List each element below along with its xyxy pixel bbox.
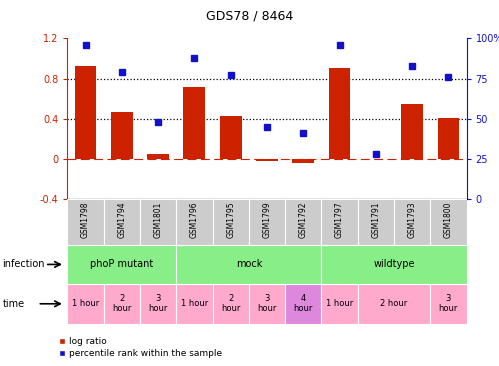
Bar bbox=[358, 284, 430, 324]
Bar bbox=[184, 87, 205, 159]
Legend: log ratio, percentile rank within the sample: log ratio, percentile rank within the sa… bbox=[54, 333, 226, 362]
Bar bbox=[67, 199, 104, 245]
Text: GSM1798: GSM1798 bbox=[81, 202, 90, 238]
Text: 2
hour: 2 hour bbox=[221, 294, 241, 314]
Bar bbox=[147, 154, 169, 159]
Bar bbox=[140, 199, 176, 245]
Bar bbox=[249, 199, 285, 245]
Bar bbox=[358, 199, 394, 245]
Bar bbox=[176, 245, 321, 284]
Text: 3
hour: 3 hour bbox=[257, 294, 276, 314]
Text: 2 hour: 2 hour bbox=[380, 299, 408, 308]
Bar bbox=[104, 284, 140, 324]
Text: 1 hour: 1 hour bbox=[181, 299, 208, 308]
Bar bbox=[430, 199, 467, 245]
Text: GSM1792: GSM1792 bbox=[299, 202, 308, 238]
Bar bbox=[401, 104, 423, 159]
Bar bbox=[321, 284, 358, 324]
Bar bbox=[329, 68, 350, 159]
Text: mock: mock bbox=[236, 259, 262, 269]
Bar bbox=[176, 199, 213, 245]
Text: GSM1791: GSM1791 bbox=[371, 202, 380, 238]
Bar bbox=[176, 284, 213, 324]
Text: GSM1794: GSM1794 bbox=[117, 202, 126, 238]
Bar bbox=[67, 284, 104, 324]
Bar bbox=[394, 199, 430, 245]
Bar bbox=[438, 118, 459, 159]
Bar bbox=[213, 199, 249, 245]
Bar bbox=[285, 199, 321, 245]
Bar bbox=[249, 284, 285, 324]
Text: GSM1796: GSM1796 bbox=[190, 202, 199, 238]
Text: 1 hour: 1 hour bbox=[72, 299, 99, 308]
Text: GSM1795: GSM1795 bbox=[226, 202, 235, 238]
Text: GSM1799: GSM1799 bbox=[262, 202, 271, 238]
Text: GSM1797: GSM1797 bbox=[335, 202, 344, 238]
Bar bbox=[140, 284, 176, 324]
Bar bbox=[321, 245, 467, 284]
Text: phoP mutant: phoP mutant bbox=[90, 259, 153, 269]
Text: GSM1793: GSM1793 bbox=[408, 202, 417, 238]
Text: wildtype: wildtype bbox=[373, 259, 415, 269]
Bar bbox=[430, 284, 467, 324]
Text: 3
hour: 3 hour bbox=[439, 294, 458, 314]
Bar bbox=[256, 159, 278, 161]
Bar bbox=[292, 159, 314, 163]
Text: GSM1800: GSM1800 bbox=[444, 202, 453, 238]
Bar bbox=[111, 112, 133, 159]
Bar bbox=[220, 116, 242, 159]
Text: 4
hour: 4 hour bbox=[293, 294, 313, 314]
Text: 1 hour: 1 hour bbox=[326, 299, 353, 308]
Text: 2
hour: 2 hour bbox=[112, 294, 132, 314]
Text: 3
hour: 3 hour bbox=[148, 294, 168, 314]
Bar bbox=[67, 245, 176, 284]
Text: time: time bbox=[2, 299, 24, 309]
Bar bbox=[285, 284, 321, 324]
Bar bbox=[75, 66, 96, 159]
Bar bbox=[321, 199, 358, 245]
Bar bbox=[213, 284, 249, 324]
Bar bbox=[104, 199, 140, 245]
Text: infection: infection bbox=[2, 259, 45, 269]
Text: GDS78 / 8464: GDS78 / 8464 bbox=[206, 9, 293, 22]
Text: GSM1801: GSM1801 bbox=[154, 202, 163, 238]
